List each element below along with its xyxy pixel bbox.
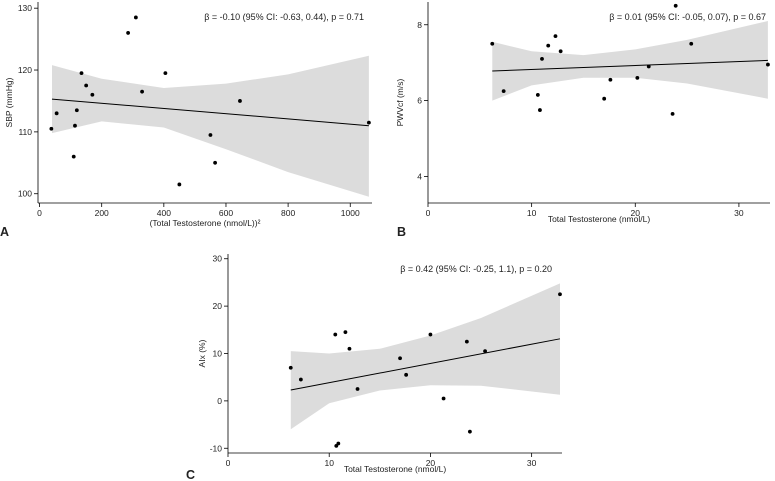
y-tick-label-a: 110 [18,127,32,137]
confidence-band-c [290,283,560,430]
data-point-c-7 [347,346,352,351]
data-point-a-4 [73,123,77,128]
y-tick-label-c: 30 [213,254,223,264]
data-point-c-13 [464,339,469,344]
data-point-b-12 [646,64,651,69]
data-point-a-5 [74,108,79,113]
data-point-c-9 [398,356,402,361]
x-axis-label-b: Total Testosterone (nmol/L) [548,214,651,224]
data-point-b-5 [540,56,544,61]
data-point-b-2 [501,89,506,94]
data-point-b-16 [766,62,770,67]
data-point-a-13 [177,182,182,187]
x-tick-label-b: 20 [631,208,641,218]
data-point-c-16 [558,292,562,297]
data-point-a-11 [140,89,144,94]
data-point-c-1 [288,365,293,370]
data-point-a-15 [213,160,217,165]
data-point-c-5 [336,441,341,446]
panel-a: A 0 200 400 600 800 1000 100 110 120 130 (Total Te… [0,2,372,239]
data-point-c-3 [333,332,338,337]
y-tick-label-c: -10 [210,443,223,453]
stats-annotation-a: β = -0.10 (95% CI: -0.63, 0.44), p = 0.7… [204,12,364,22]
data-point-b-13 [670,111,675,116]
data-point-a-17 [366,120,371,125]
x-tick-label-a: 1000 [341,208,360,218]
data-point-b-11 [635,75,640,80]
data-point-b-9 [602,96,607,101]
data-point-c-8 [355,387,360,391]
y-tick-label-b: 6 [417,96,422,106]
data-point-c-12 [441,396,446,401]
data-point-c-11 [428,332,433,337]
data-point-a-12 [163,71,168,76]
x-tick-label-a: 0 [37,208,42,218]
data-point-a-9 [126,31,131,35]
y-tick-label-a: 100 [18,189,32,199]
data-point-c-6 [343,330,348,335]
x-tick-label-a: 400 [157,208,171,218]
data-point-a-10 [133,15,138,20]
data-point-b-3 [535,93,540,97]
data-point-a-16 [238,99,242,103]
y-axis-label-a: SBP (mmHg) [4,77,14,127]
x-tick-label-c: 20 [426,458,436,468]
data-point-b-10 [608,77,613,82]
data-point-a-7 [84,83,89,88]
x-tick-label-b: 30 [734,208,744,218]
y-axis-label-c: AIx (%) [197,339,207,367]
x-tick-label-b: 0 [426,208,431,218]
data-point-c-10 [404,372,409,377]
data-point-a-1 [49,126,54,131]
y-tick-label-a: 130 [18,3,32,13]
data-point-b-1 [490,41,495,46]
data-point-b-4 [538,108,542,112]
data-point-b-15 [689,41,694,46]
regression-line-b [492,59,768,72]
data-point-c-14 [467,429,472,434]
data-point-b-8 [558,49,563,54]
y-tick-label-c: 20 [213,301,223,311]
x-tick-label-c: 30 [527,458,537,468]
x-tick-label-a: 200 [95,208,109,218]
confidence-band-b [492,21,768,101]
x-tick-label-a: 800 [281,208,295,218]
x-tick-label-c: 0 [226,458,231,468]
panel-letter-a: A [0,225,9,239]
data-point-a-14 [208,133,213,137]
regression-line-a [51,98,369,127]
y-tick-label-a: 120 [18,65,32,75]
panel-b: B 0 10 20 30 4 6 8 Total Testosterone (nmol/L) P… [395,2,770,239]
data-point-b-6 [546,43,551,48]
data-point-b-14 [673,3,678,8]
data-point-a-8 [90,92,95,97]
x-axis-label-a: (Total Testosterone (nmol/L))² [150,218,261,228]
y-tick-label-c: 10 [213,349,223,359]
data-point-a-2 [54,111,59,116]
confidence-band-a [52,55,369,197]
y-axis-label-b: PWVcf (m/s) [395,78,405,126]
y-tick-label-b: 8 [417,20,422,30]
panel-letter-b: B [397,225,406,239]
x-tick-label-c: 10 [324,458,334,468]
data-point-a-3 [71,154,76,159]
panel-letter-c: C [186,468,195,481]
data-point-a-6 [79,71,84,76]
x-axis-label-c: Total Testosterone (nmol/L) [344,464,447,474]
y-tick-label-b: 4 [417,171,422,181]
x-tick-label-a: 600 [219,208,233,218]
x-tick-label-b: 10 [527,208,537,218]
regression-line-c [290,338,561,391]
y-tick-label-c: 0 [217,396,222,406]
data-point-b-7 [553,34,558,39]
stats-annotation-c: β = 0.42 (95% CI: -0.25, 1.1), p = 0.20 [400,264,552,274]
data-point-c-2 [298,377,303,382]
data-point-c-15 [483,349,487,354]
stats-annotation-b: β = 0.01 (95% CI: -0.05, 0.07), p = 0.67 [609,12,766,22]
